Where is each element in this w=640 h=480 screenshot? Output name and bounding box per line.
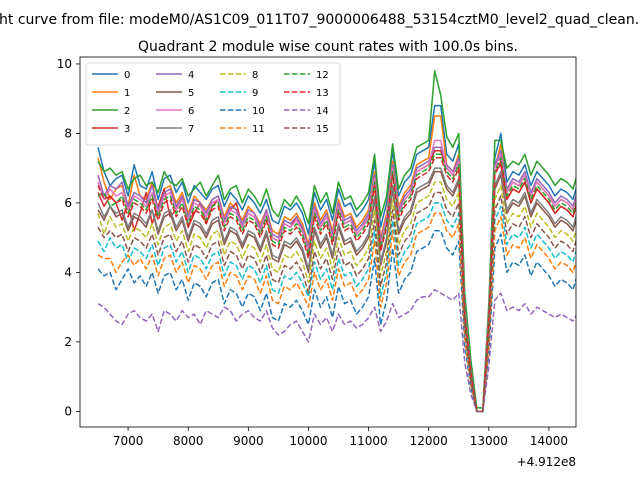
series-line-9: [97, 202, 576, 413]
y-tick-label: 8: [64, 126, 72, 140]
series-line-2: [97, 70, 576, 409]
y-axis: 0 2 4 6 8 10: [57, 57, 80, 418]
x-tick-label: 13000: [470, 434, 508, 448]
legend-box: [85, 62, 341, 146]
x-axis: 7000 8000 9000 10000 11000 12000 13000 14000: [113, 427, 568, 448]
y-tick-label: 6: [64, 196, 72, 210]
legend-label-13: 13: [316, 88, 329, 99]
series-layer: [97, 70, 576, 413]
x-tick-label: 8000: [173, 434, 204, 448]
series-line-11: [97, 212, 576, 413]
legend-label-3: 3: [124, 124, 130, 135]
y-tick-label: 4: [64, 265, 72, 279]
y-tick-label: 2: [64, 335, 72, 349]
legend-label-15: 15: [316, 124, 329, 135]
series-line-10: [97, 229, 576, 413]
series-line-8: [97, 181, 576, 413]
legend-label-12: 12: [316, 70, 329, 81]
series-line-4: [97, 146, 576, 413]
legend-label-8: 8: [252, 70, 258, 81]
x-axis-offset-label: +4.912e8: [517, 455, 576, 469]
x-tick-label: 7000: [113, 434, 144, 448]
x-tick-label: 11000: [349, 434, 387, 448]
legend-label-0: 0: [124, 70, 130, 81]
legend-label-9: 9: [252, 88, 258, 99]
series-line-0: [97, 104, 576, 413]
legend-label-7: 7: [188, 124, 194, 135]
series-line-5: [97, 170, 576, 413]
figure-suptitle: Light curve from file: modeM0/AS1C09_011…: [0, 12, 640, 28]
series-line-7: [97, 167, 576, 413]
legend-label-1: 1: [124, 88, 130, 99]
series-line-13: [97, 157, 576, 413]
series-line-12: [97, 153, 576, 413]
x-tick-label: 12000: [410, 434, 448, 448]
chart-title: Quadrant 2 module wise count rates with …: [138, 39, 518, 55]
legend-label-4: 4: [188, 70, 194, 81]
series-line-6: [97, 139, 576, 413]
x-tick-label: 14000: [530, 434, 568, 448]
plot-area-frame: [79, 56, 577, 428]
legend-label-6: 6: [188, 106, 194, 117]
legend-label-2: 2: [124, 106, 130, 117]
legend-label-14: 14: [316, 106, 329, 117]
legend-label-10: 10: [252, 106, 265, 117]
series-line-14: [97, 289, 576, 413]
x-tick-label: 10000: [289, 434, 327, 448]
y-tick-label: 10: [57, 57, 72, 71]
series-line-15: [97, 191, 576, 413]
legend-label-11: 11: [252, 124, 265, 135]
y-tick-label: 0: [64, 404, 72, 418]
x-tick-label: 9000: [233, 434, 264, 448]
legend-label-5: 5: [188, 88, 194, 99]
